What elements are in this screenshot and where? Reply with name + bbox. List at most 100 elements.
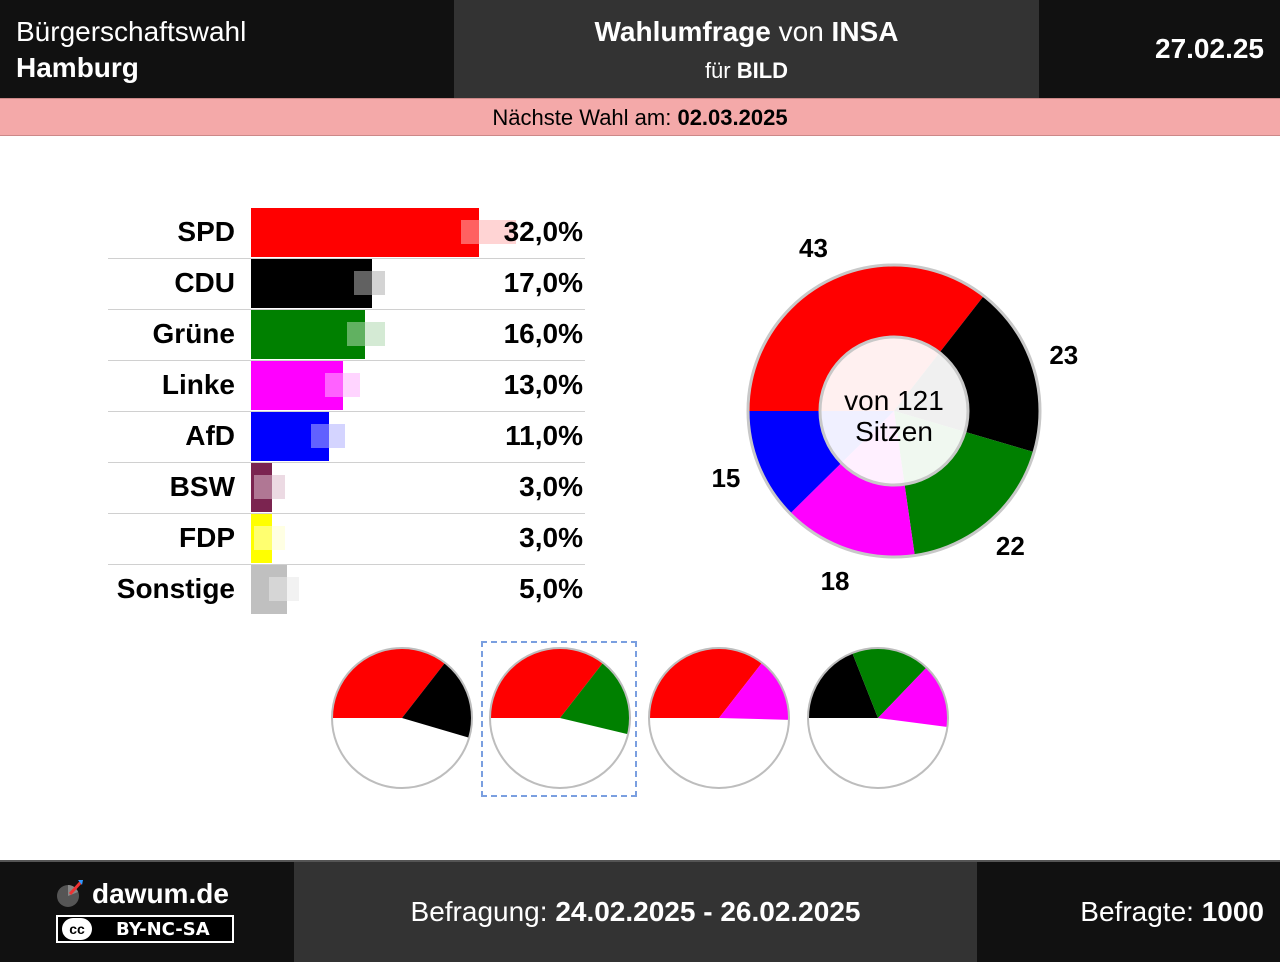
institute-name: INSA [831, 16, 899, 47]
row-separator [108, 258, 585, 259]
seat-count-label: 15 [711, 463, 741, 494]
coalition-slice [490, 648, 604, 718]
bar [251, 259, 372, 308]
bar-row: FDP 3,0% [108, 514, 585, 565]
seat-count-label: 22 [995, 531, 1025, 562]
coalition-pie-outline [331, 647, 473, 789]
poll-title-word: Wahlumfrage [594, 16, 771, 47]
seat-count-label: 18 [820, 565, 850, 596]
client-prefix: für [704, 58, 737, 83]
row-separator [108, 360, 585, 361]
survey-period-box: Befragung: 24.02.2025 - 26.02.2025 [294, 862, 977, 962]
respondents-box: Befragte: 1000 [977, 862, 1280, 962]
bar-value-label: 13,0% [503, 369, 583, 400]
respondents-label: Befragte: [1080, 896, 1202, 927]
coalition-slice [402, 662, 472, 738]
coalition-slice [878, 667, 948, 728]
coalition-pie-outline [648, 647, 790, 789]
bar-value-label: 3,0% [519, 522, 583, 553]
party-label: BSW [169, 471, 235, 502]
previous-bar-marker [347, 322, 385, 346]
coalition-pie-outline [489, 647, 631, 789]
election-type: Bürgerschaftswahl [16, 16, 247, 47]
donut-slice [748, 265, 984, 411]
survey-dates: 24.02.2025 - 26.02.2025 [555, 896, 861, 927]
seat-count-label: 43 [798, 233, 828, 264]
election-box: Bürgerschaftswahl Hamburg [0, 0, 454, 98]
party-bar-chart: SPD 32,0% CDU 17,0% Grüne 16,0% Linke 13,0% AfD 1… [0, 0, 640, 640]
bar-value-label: 32,0% [503, 216, 583, 247]
next-election-bar: Nächste Wahl am: 02.03.2025 [0, 98, 1280, 136]
seat-donut-svg [746, 263, 1042, 559]
bar-row: Grüne 16,0% [108, 310, 585, 361]
bar-row: Linke 13,0% [108, 361, 585, 412]
election-region: Hamburg [16, 52, 139, 83]
party-label: Grüne [152, 318, 235, 349]
respondents-count: 1000 [1201, 896, 1264, 927]
bar-row: CDU 17,0% [108, 259, 585, 310]
next-election-date: 02.03.2025 [677, 105, 788, 130]
party-label: SPD [177, 216, 235, 247]
bar [251, 208, 479, 257]
bar-value-label: 17,0% [503, 267, 583, 298]
row-separator [108, 462, 585, 463]
donut-hole [818, 335, 970, 487]
poll-date: 27.02.25 [1155, 33, 1264, 64]
previous-bar-marker [269, 577, 299, 601]
party-label: AfD [185, 420, 235, 451]
dawum-logo-icon [57, 880, 83, 907]
bar-row: BSW 3,0% [108, 463, 585, 514]
row-separator [108, 411, 585, 412]
bar [251, 310, 365, 359]
row-separator [108, 309, 585, 310]
party-label: CDU [174, 267, 235, 298]
previous-bar-marker [325, 373, 360, 397]
bar-row: SPD 32,0% [108, 208, 585, 259]
previous-bar-marker [354, 271, 385, 295]
bar-value-label: 3,0% [519, 471, 583, 502]
respondents: Befragte: 1000 [1080, 896, 1264, 928]
footer: dawum.de cc BY-NC-SA Befragung: 24.02.20… [0, 860, 1280, 962]
donut-outline [746, 263, 1042, 559]
coalition-pie-outline [807, 647, 949, 789]
row-separator [108, 513, 585, 514]
seat-total-label: von 121 Sitzen [820, 385, 968, 447]
party-label: FDP [179, 522, 235, 553]
coalition-pie [489, 647, 631, 789]
coalition-chart[interactable] [799, 641, 955, 797]
coalition-slice [852, 648, 927, 718]
coalition-slice [560, 662, 630, 735]
date-box: 27.02.25 [1039, 0, 1280, 98]
license-badge[interactable]: cc BY-NC-SA [56, 915, 234, 943]
previous-bar-marker [311, 424, 345, 448]
seat-total-line2: Sitzen [855, 416, 933, 447]
cc-icon: cc [62, 918, 92, 940]
site-name[interactable]: dawum.de [92, 878, 229, 909]
coalition-pie [807, 647, 949, 789]
previous-bar-marker [461, 220, 516, 244]
survey-period: Befragung: 24.02.2025 - 26.02.2025 [294, 896, 977, 928]
previous-bar-marker [254, 526, 285, 550]
seat-distribution-chart: von 121 Sitzen 43 23 22 18 15 [680, 220, 1120, 600]
bar-value-label: 5,0% [519, 573, 583, 604]
party-label: Linke [161, 369, 235, 400]
coalition-chart[interactable] [640, 641, 796, 797]
seat-count-label: 23 [1049, 339, 1079, 370]
bar-value-label: 16,0% [503, 318, 583, 349]
coalition-slice [332, 648, 446, 718]
bar-row: AfD 11,0% [108, 412, 585, 463]
coalition-pie [331, 647, 473, 789]
seat-total-line1: von 121 [844, 385, 944, 416]
license-text: BY-NC-SA [116, 919, 210, 940]
row-separator [108, 564, 585, 565]
coalition-chart[interactable] [481, 641, 637, 797]
branding-box: dawum.de cc BY-NC-SA [0, 862, 294, 962]
coalition-chart[interactable] [323, 641, 479, 797]
survey-label: Befragung: [410, 896, 556, 927]
coalition-pie [648, 647, 790, 789]
bar-value-label: 11,0% [505, 420, 583, 451]
party-label: Sonstige [116, 573, 235, 604]
header: Bürgerschaftswahl Hamburg Wahlumfrage vo… [0, 0, 1280, 98]
client-line: für BILD [454, 58, 1039, 84]
next-election-label: Nächste Wahl am: [492, 105, 678, 130]
